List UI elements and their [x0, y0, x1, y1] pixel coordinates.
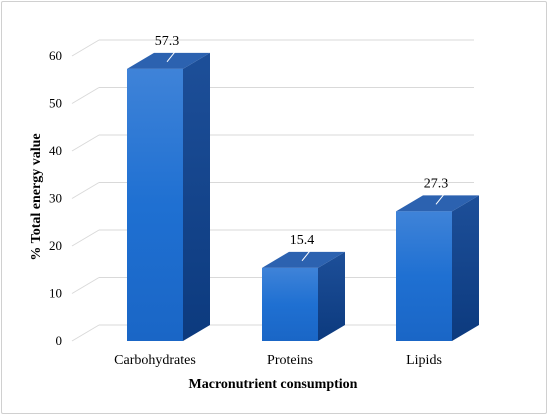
bar-side	[318, 251, 345, 341]
y-tick-label: 10	[49, 286, 62, 301]
gridline-diagonal	[71, 277, 100, 294]
bar	[396, 211, 452, 341]
bar	[127, 68, 183, 341]
x-category-label: Carbohydrates	[114, 353, 196, 368]
bar-side	[452, 195, 479, 341]
bar-top	[127, 52, 210, 69]
y-tick-label: 50	[49, 96, 62, 111]
gridline-diagonal	[71, 324, 100, 342]
x-axis-title: Macronutrient consumption	[189, 377, 358, 392]
bar-top	[262, 251, 345, 268]
gridline-diagonal	[71, 134, 100, 152]
data-label: 27.3	[424, 176, 449, 191]
bar-top	[396, 195, 479, 212]
bars	[127, 52, 479, 341]
y-tick-label: 20	[49, 238, 62, 253]
bar-group	[396, 195, 479, 341]
gridline-diagonal	[71, 39, 100, 57]
y-tick-label: 0	[56, 333, 63, 348]
y-axis-title: % Total energy value	[29, 133, 44, 260]
bar-side	[183, 52, 210, 341]
bar-group	[262, 251, 345, 341]
gridline-diagonal	[71, 229, 100, 247]
data-labels: 57.3 15.4 27.3	[155, 34, 449, 262]
data-label-leader	[301, 250, 311, 262]
x-axis-categories: Carbohydrates Proteins Lipids	[114, 353, 442, 368]
gridline-diagonal	[71, 182, 100, 199]
bar-group	[127, 52, 210, 341]
y-tick-label: 30	[49, 191, 62, 206]
x-category-label: Proteins	[267, 353, 313, 368]
data-label: 15.4	[290, 233, 315, 248]
y-tick-label: 60	[49, 48, 62, 63]
data-label-leader	[166, 51, 176, 63]
data-label: 57.3	[155, 34, 180, 49]
y-tick-label: 40	[49, 143, 62, 158]
data-label-leader	[435, 194, 445, 205]
gridline-diagonal	[71, 87, 100, 104]
y-axis-ticks: 0 10 20 30 40 50 60	[49, 48, 62, 348]
x-category-label: Lipids	[406, 353, 442, 368]
bar	[262, 267, 318, 341]
